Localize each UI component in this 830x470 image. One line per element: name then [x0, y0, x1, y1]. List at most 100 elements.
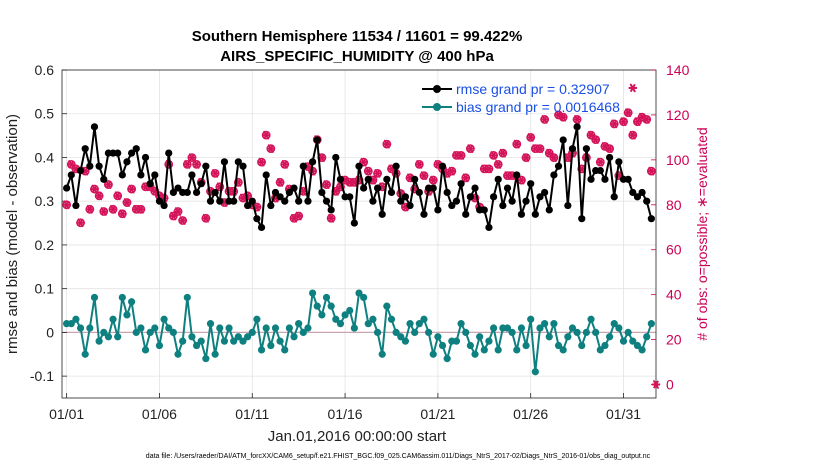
legend: rmse grand pr = 0.32907 bias grand pr = …	[422, 81, 620, 115]
rmse-point	[327, 206, 335, 214]
asterisk-stroke	[606, 144, 613, 154]
evaluated-count-marker	[178, 216, 187, 226]
evaluated-count-marker	[628, 83, 637, 93]
y-right-tick-label: 20	[666, 332, 682, 348]
bias-point	[248, 328, 256, 336]
asterisk-stroke	[597, 157, 604, 167]
asterisk-stroke	[179, 216, 186, 226]
y-tick-label: 0.1	[35, 281, 55, 297]
asterisk-stroke	[142, 182, 149, 192]
bias-point	[373, 328, 382, 336]
asterisk-stroke	[346, 177, 353, 187]
evaluated-count-marker	[99, 207, 108, 217]
asterisk-stroke	[611, 119, 618, 129]
rmse-point	[508, 197, 516, 205]
bias-point	[610, 320, 618, 328]
rmse-point	[95, 162, 103, 170]
rmse-point	[527, 180, 535, 188]
asterisk-stroke	[546, 148, 553, 158]
evaluated-count-marker	[517, 175, 526, 185]
asterisk-stroke	[402, 202, 409, 212]
evaluated-count-marker	[266, 144, 276, 154]
asterisk-stroke	[96, 191, 103, 201]
rmse-point	[503, 184, 512, 192]
rmse-point	[118, 171, 126, 179]
rmse-point	[392, 162, 400, 170]
rmse-point	[494, 175, 502, 183]
bias-point	[257, 346, 266, 354]
asterisk-stroke	[253, 202, 260, 212]
bias-point	[522, 341, 530, 350]
evaluated-count-marker	[558, 112, 568, 122]
rmse-point	[141, 153, 150, 162]
asterisk-stroke	[648, 166, 655, 176]
asterisk-stroke	[128, 184, 135, 194]
evaluated-count-marker	[623, 108, 633, 118]
rmse-point	[197, 180, 205, 188]
bias-point	[545, 333, 553, 341]
asterisk-stroke	[82, 166, 89, 176]
bias-point	[179, 337, 187, 345]
rmse-point	[332, 153, 340, 162]
bias-point	[559, 346, 567, 354]
rmse-point	[615, 158, 623, 166]
bias-point	[355, 289, 363, 297]
bias-point	[341, 311, 349, 319]
rmse-point	[253, 215, 261, 223]
bias-point	[151, 324, 159, 332]
asterisk-stroke	[212, 168, 219, 178]
rmse-point	[480, 206, 488, 214]
evaluated-count-marker	[415, 159, 424, 169]
bias-point	[573, 328, 581, 336]
rmse-point	[281, 197, 289, 205]
asterisk-stroke	[485, 164, 492, 174]
bias-point	[638, 346, 646, 354]
asterisk-stroke	[388, 164, 395, 174]
bias-point	[67, 320, 75, 328]
asterisk-stroke	[239, 193, 247, 203]
y-right-tick-label: 40	[666, 287, 682, 303]
y-right-tick-label: 80	[666, 197, 682, 213]
bias-point	[262, 324, 270, 332]
evaluated-count-marker	[201, 213, 211, 223]
bias-point	[160, 315, 168, 323]
rmse-point	[647, 215, 655, 223]
bias-point	[81, 350, 89, 358]
y-tick-label: 0.6	[35, 62, 55, 78]
bias-point	[420, 315, 428, 323]
x-tick-label: 01/21	[420, 406, 455, 422]
rmse-point	[299, 162, 307, 170]
bias-point	[188, 333, 196, 341]
evaluated-count-marker	[633, 117, 642, 127]
evaluated-count-marker	[545, 148, 554, 158]
y-tick-label: 0.3	[35, 193, 55, 209]
y-tick-label: 0.4	[35, 149, 55, 165]
evaluated-count-marker	[108, 204, 118, 214]
asterisk-stroke	[114, 191, 121, 201]
bias-point	[536, 324, 544, 332]
asterisk-stroke	[188, 153, 195, 163]
bias-point	[452, 337, 461, 345]
evaluated-count-marker	[373, 168, 382, 178]
bias-point	[596, 346, 604, 354]
bias-point	[578, 341, 586, 350]
rmse-point	[397, 197, 405, 205]
rmse-point	[90, 123, 99, 131]
bias-point	[541, 320, 549, 328]
rmse-point	[72, 201, 80, 210]
rmse-point	[489, 193, 498, 201]
evaluated-count-marker	[461, 173, 470, 183]
rmse-point	[304, 197, 312, 205]
bias-point	[601, 341, 609, 350]
asterisk-stroke	[550, 153, 557, 163]
rmse-point	[248, 197, 256, 205]
rmse-point	[220, 158, 229, 166]
rmse-point	[81, 145, 89, 153]
asterisk-stroke	[532, 144, 539, 154]
rmse-point	[411, 175, 419, 183]
rmse-point	[564, 201, 572, 210]
asterisk-stroke	[536, 144, 544, 154]
evaluated-count-marker	[647, 166, 656, 176]
bias-point	[401, 337, 410, 345]
